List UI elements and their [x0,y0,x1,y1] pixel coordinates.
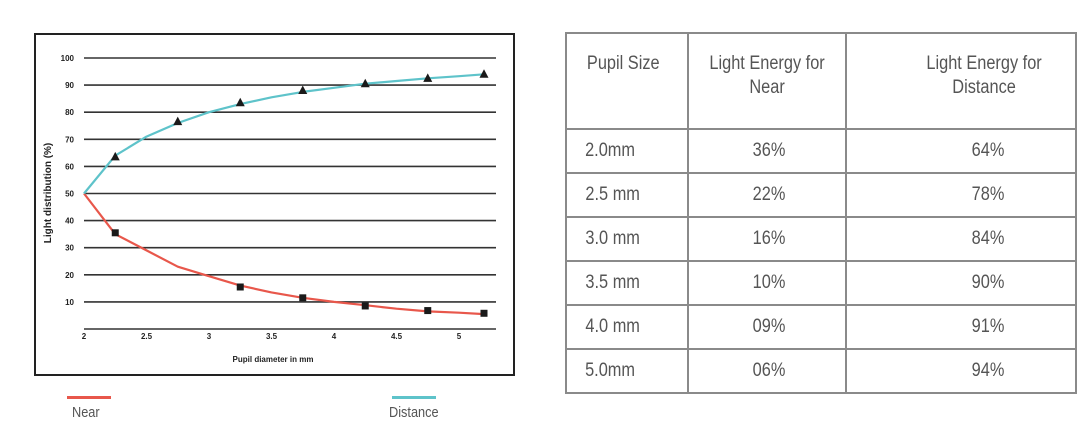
data-point-near [299,294,307,302]
cell-pupil-size: 2.5 mm [565,172,689,218]
y-tick-label: 40 [65,217,74,226]
cell-pupil-size: 2.0mm [565,128,689,174]
data-point-distance [173,116,183,126]
cell-pupil-size: 4.0 mm [565,304,689,350]
y-tick-label: 60 [65,162,74,171]
series-line-distance [83,73,485,195]
cell-energy-near: 16% [687,216,847,262]
data-point-near [236,283,244,291]
table-row: 2.0mm 36% 64% [565,128,1077,174]
y-tick-label: 80 [65,108,74,117]
data-point-near [361,302,369,310]
y-tick-label: 30 [65,244,74,253]
line-chart: 10 20 30 40 50 60 70 80 90 100 2 2.5 3 3.5 4 4.5 5 Pupil … [43,54,496,364]
cell-energy-distance: 78% [845,172,1077,218]
data-point-distance [298,85,308,95]
pupil-energy-table: Pupil Size Light Energy for Near Light En… [565,32,1077,394]
y-tick-label: 100 [61,54,75,63]
x-tick-label: 5 [457,332,462,341]
header-energy-distance: Light Energy for Distance [845,32,1077,130]
table-header-row: Pupil Size Light Energy for Near Light En… [565,32,1077,130]
x-tick-label: 3.5 [266,332,278,341]
data-point-distance [479,69,489,78]
cell-energy-distance: 64% [845,128,1077,174]
legend-label-near: Near [72,404,100,421]
cell-energy-near: 10% [687,260,847,306]
y-tick-label: 20 [65,271,74,280]
table-row: 5.0mm 06% 94% [565,348,1077,394]
y-tick-label: 90 [65,81,74,90]
series-line-near [83,192,485,316]
y-tick-label: 10 [65,298,74,307]
x-tick-label: 4.5 [391,332,403,341]
cell-pupil-size: 3.0 mm [565,216,689,262]
data-point-near [480,309,488,317]
legend-swatch-distance [392,396,436,399]
y-tick-label: 50 [65,190,74,199]
table-row: 3.0 mm 16% 84% [565,216,1077,262]
y-axis-label: Light distribution (%) [43,143,54,244]
header-pupil-size: Pupil Size [565,32,689,130]
legend-label-distance: Distance [389,404,439,421]
cell-energy-distance: 94% [845,348,1077,394]
data-point-distance [235,97,245,107]
header-energy-near: Light Energy for Near [687,32,847,130]
cell-energy-near: 09% [687,304,847,350]
y-tick-label: 70 [65,135,74,144]
cell-energy-near: 06% [687,348,847,394]
x-tick-label: 2.5 [141,332,153,341]
legend-swatch-near [67,396,111,399]
data-point-distance [110,151,120,161]
data-point-distance [360,78,370,88]
x-tick-label: 4 [332,332,337,341]
cell-energy-distance: 84% [845,216,1077,262]
cell-energy-near: 36% [687,128,847,174]
x-tick-label: 2 [82,332,87,341]
table-row: 2.5 mm 22% 78% [565,172,1077,218]
table-row: 4.0 mm 09% 91% [565,304,1077,350]
cell-pupil-size: 5.0mm [565,348,689,394]
cell-energy-distance: 91% [845,304,1077,350]
x-axis-label: Pupil diameter in mm [233,355,314,364]
chart-frame: 10 20 30 40 50 60 70 80 90 100 2 2.5 3 3.5 4 4.5 5 Pupil … [34,33,515,376]
data-point-near [424,307,432,315]
data-point-distance [423,73,433,82]
cell-energy-near: 22% [687,172,847,218]
cell-pupil-size: 3.5 mm [565,260,689,306]
data-point-near [111,229,119,237]
table-row: 3.5 mm 10% 90% [565,260,1077,306]
cell-energy-distance: 90% [845,260,1077,306]
x-tick-label: 3 [207,332,212,341]
